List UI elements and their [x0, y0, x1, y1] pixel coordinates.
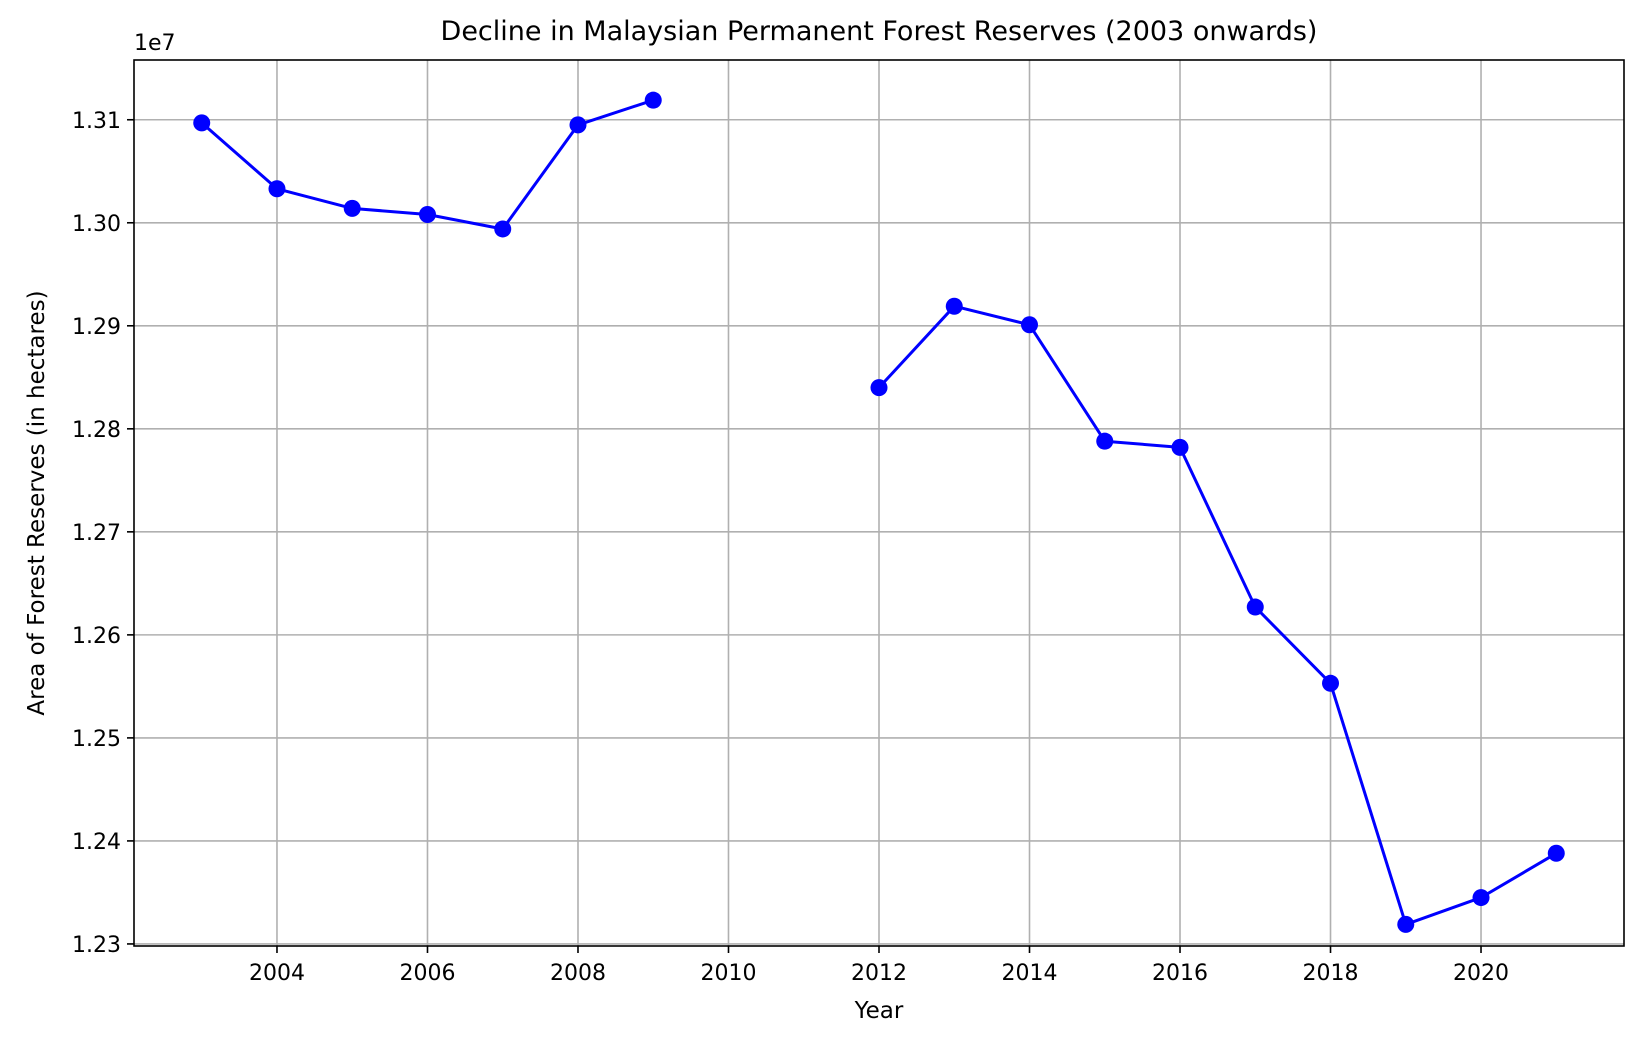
y-tick-label: 1.31	[72, 109, 121, 134]
data-point	[569, 116, 587, 134]
data-point	[1246, 598, 1264, 616]
data-point	[1021, 316, 1039, 334]
x-tick-label: 2016	[1152, 961, 1208, 986]
x-tick-label: 2006	[399, 961, 455, 986]
series-line	[877, 304, 1558, 926]
data-point	[1547, 844, 1565, 862]
data-point	[1472, 889, 1490, 907]
y-tick-label: 1.30	[72, 212, 121, 237]
data-point	[343, 199, 361, 217]
x-tick-label: 2004	[249, 961, 305, 986]
x-tick-label: 2008	[550, 961, 606, 986]
y-tick-label: 1.25	[72, 727, 121, 752]
data-point	[494, 220, 512, 238]
data-point	[870, 379, 888, 397]
data-point	[418, 206, 436, 224]
data-point	[1322, 674, 1340, 692]
data-point	[268, 180, 286, 198]
data-point	[193, 114, 211, 132]
series	[193, 91, 1565, 933]
x-tick-label: 2020	[1453, 961, 1509, 986]
chart-title: Decline in Malaysian Permanent Forest Re…	[441, 16, 1318, 47]
y-tick-label: 1.27	[72, 521, 121, 546]
ticks: 2004 2006 2008 2010 2012 2014 2016 2018 2020 1.23…	[72, 109, 1509, 986]
data-point	[1397, 915, 1415, 933]
y-tick-label: 1.29	[72, 315, 121, 340]
data-point	[945, 297, 963, 315]
y-tick-label: 1.26	[72, 624, 121, 649]
x-tick-label: 2014	[1002, 961, 1058, 986]
grid	[134, 60, 1624, 946]
x-axis-title: Year	[854, 998, 904, 1024]
x-tick-label: 2018	[1303, 961, 1359, 986]
data-point	[1096, 432, 1114, 450]
data-point	[1171, 438, 1189, 456]
y-tick-label: 1.24	[72, 830, 121, 855]
y-tick-label: 1.28	[72, 418, 121, 443]
x-tick-label: 2012	[851, 961, 907, 986]
y-axis-title: Area of Forest Reserves (in hectares)	[24, 290, 50, 715]
x-tick-label: 2010	[700, 961, 756, 986]
y-axis-offset-text: 1e7	[134, 31, 176, 56]
y-tick-label: 1.23	[72, 933, 121, 958]
data-point	[644, 91, 662, 109]
